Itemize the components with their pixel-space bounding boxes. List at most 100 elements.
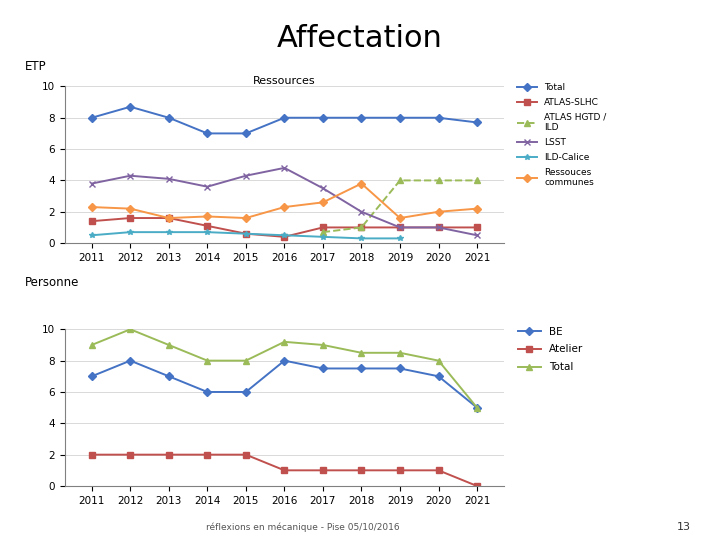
Ressouces
communes — [357, 180, 366, 187]
Legend: Total, ATLAS-SLHC, ATLAS HGTD /
ILD, LSST, ILD-Calice, Ressouces
communes: Total, ATLAS-SLHC, ATLAS HGTD / ILD, LSS… — [517, 83, 607, 187]
Atelier — [126, 451, 135, 458]
Ressouces
communes — [87, 204, 96, 210]
Line: Total: Total — [89, 327, 480, 410]
Text: Personne: Personne — [25, 276, 80, 289]
Line: ILD-Calice: ILD-Calice — [89, 230, 402, 241]
ATLAS-SLHC — [434, 224, 443, 231]
ILD-Calice — [357, 235, 366, 241]
Atelier — [434, 467, 443, 474]
Legend: BE, Atelier, Total: BE, Atelier, Total — [518, 327, 583, 372]
Total — [126, 104, 135, 110]
BE — [126, 357, 135, 364]
LSST — [203, 184, 212, 190]
Atelier — [357, 467, 366, 474]
Total — [280, 339, 289, 345]
Total — [203, 130, 212, 137]
Atelier — [319, 467, 328, 474]
Total — [319, 114, 328, 121]
Line: BE: BE — [89, 358, 480, 410]
Total — [203, 357, 212, 364]
LSST — [473, 232, 482, 239]
Total — [434, 114, 443, 121]
Atelier — [164, 451, 173, 458]
ATLAS-SLHC — [319, 224, 328, 231]
Ressouces
communes — [473, 205, 482, 212]
Title: Ressources: Ressources — [253, 76, 315, 86]
Text: réflexions en mécanique - Pise 05/10/2016: réflexions en mécanique - Pise 05/10/201… — [206, 523, 399, 532]
BE — [319, 365, 328, 372]
ATLAS-SLHC — [396, 224, 405, 231]
Text: 13: 13 — [678, 522, 691, 532]
Ressouces
communes — [241, 215, 250, 221]
ILD-Calice — [280, 232, 289, 239]
Line: ATLAS HGTD /
ILD: ATLAS HGTD / ILD — [320, 178, 480, 235]
Total — [241, 130, 250, 137]
ILD-Calice — [87, 232, 96, 239]
ATLAS-SLHC — [280, 234, 289, 240]
Atelier — [473, 483, 482, 489]
BE — [434, 373, 443, 380]
ILD-Calice — [241, 231, 250, 237]
Line: Total: Total — [89, 104, 480, 136]
BE — [280, 357, 289, 364]
ILD-Calice — [203, 229, 212, 235]
Total — [164, 114, 173, 121]
LSST — [319, 185, 328, 192]
Total — [396, 349, 405, 356]
BE — [473, 404, 482, 411]
ATLAS HGTD /
ILD — [357, 224, 366, 231]
ILD-Calice — [396, 235, 405, 241]
Line: ATLAS-SLHC: ATLAS-SLHC — [89, 215, 480, 240]
Line: Ressouces
communes: Ressouces communes — [89, 181, 480, 221]
Atelier — [280, 467, 289, 474]
ATLAS-SLHC — [203, 222, 212, 229]
ATLAS-SLHC — [241, 231, 250, 237]
Atelier — [396, 467, 405, 474]
Total — [87, 114, 96, 121]
ATLAS-SLHC — [473, 224, 482, 231]
Line: Atelier: Atelier — [89, 452, 480, 489]
Total — [87, 342, 96, 348]
Total — [319, 342, 328, 348]
ATLAS HGTD /
ILD — [319, 229, 328, 235]
ATLAS-SLHC — [126, 215, 135, 221]
ILD-Calice — [126, 229, 135, 235]
Text: Affectation: Affectation — [277, 24, 443, 53]
Atelier — [203, 451, 212, 458]
Total — [396, 114, 405, 121]
LSST — [87, 180, 96, 187]
ATLAS-SLHC — [164, 215, 173, 221]
LSST — [280, 165, 289, 171]
Total — [473, 119, 482, 126]
Total — [280, 114, 289, 121]
LSST — [164, 176, 173, 182]
Total — [473, 404, 482, 411]
BE — [87, 373, 96, 380]
BE — [357, 365, 366, 372]
Total — [357, 349, 366, 356]
Ressouces
communes — [319, 199, 328, 206]
LSST — [241, 172, 250, 179]
Total — [241, 357, 250, 364]
ILD-Calice — [319, 234, 328, 240]
Atelier — [87, 451, 96, 458]
Ressouces
communes — [396, 215, 405, 221]
Ressouces
communes — [203, 213, 212, 220]
ATLAS HGTD /
ILD — [396, 177, 405, 184]
LSST — [396, 224, 405, 231]
ILD-Calice — [164, 229, 173, 235]
BE — [241, 389, 250, 395]
Ressouces
communes — [434, 208, 443, 215]
ATLAS HGTD /
ILD — [473, 177, 482, 184]
Ressouces
communes — [126, 205, 135, 212]
Atelier — [241, 451, 250, 458]
ATLAS HGTD /
ILD — [434, 177, 443, 184]
LSST — [357, 208, 366, 215]
Ressouces
communes — [280, 204, 289, 210]
BE — [203, 389, 212, 395]
LSST — [434, 224, 443, 231]
Text: ETP: ETP — [25, 60, 47, 73]
ATLAS-SLHC — [87, 218, 96, 225]
Total — [434, 357, 443, 364]
BE — [164, 373, 173, 380]
